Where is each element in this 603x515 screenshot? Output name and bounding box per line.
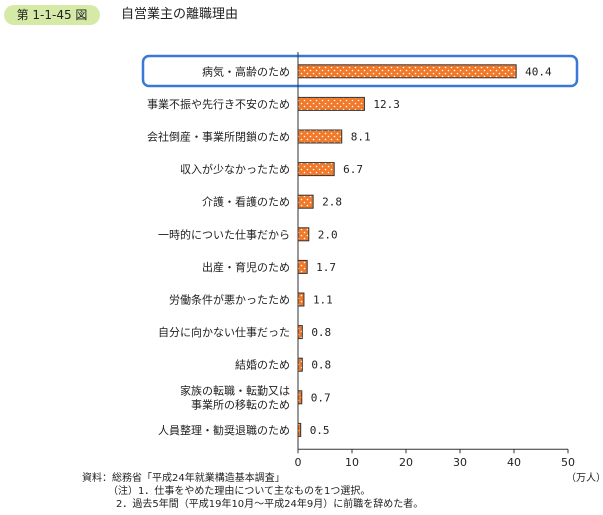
figure-title: 自営業主の離職理由 bbox=[121, 7, 239, 22]
x-tick-label: 10 bbox=[345, 456, 359, 469]
x-tick-label: 50 bbox=[561, 456, 575, 469]
value-label: 8.1 bbox=[351, 131, 371, 144]
x-tick-label: 30 bbox=[453, 456, 467, 469]
category-label: 会社倒産・事業所閉鎖のため bbox=[147, 130, 290, 144]
value-label: 12.3 bbox=[373, 98, 400, 111]
value-label: 1.7 bbox=[316, 261, 336, 274]
category-label: 家族の転職・転勤又は事業所の移転のため bbox=[180, 383, 290, 411]
unit-label: （万人） bbox=[566, 473, 603, 484]
bar bbox=[297, 390, 303, 405]
value-label: 0.8 bbox=[311, 326, 331, 339]
value-label: 2.0 bbox=[318, 228, 338, 241]
category-label: 収入が少なかったため bbox=[180, 162, 290, 176]
category-label: 労働条件が悪かったため bbox=[169, 293, 290, 307]
category-label: 結婚のため bbox=[235, 358, 290, 372]
value-label: 0.5 bbox=[310, 424, 330, 437]
category-label: 人員整理・勧奨退職のため bbox=[158, 423, 290, 437]
value-label: 1.1 bbox=[313, 294, 333, 307]
bar-chart: 病気・高齢のため 40.4 事業不振や先行き不安のため 12.3 会社倒産・事業所閉鎖の… bbox=[141, 52, 579, 469]
value-label: 0.7 bbox=[311, 391, 331, 404]
category-label: 病気・高齢のため bbox=[202, 64, 290, 78]
category-label: 一時的についた仕事だから bbox=[158, 227, 290, 241]
bar bbox=[297, 292, 305, 307]
source-note: 資料：総務省「平成24年就業構造基本調査」 bbox=[82, 473, 285, 484]
bar bbox=[297, 227, 310, 242]
value-label: 6.7 bbox=[343, 163, 363, 176]
value-label: 0.8 bbox=[311, 359, 331, 372]
value-label: 40.4 bbox=[525, 65, 552, 78]
bar bbox=[297, 129, 343, 144]
bar bbox=[297, 194, 314, 209]
note-2: 2．過去5年間（平成19年10月～平成24年9月）に前職を辞めた者。 bbox=[116, 499, 424, 510]
x-tick-label: 20 bbox=[399, 456, 413, 469]
value-label: 2.8 bbox=[322, 196, 342, 209]
figure-number-badge: 第 1-1-45 図 bbox=[4, 5, 100, 25]
bar bbox=[297, 357, 303, 372]
category-label: 自分に向かない仕事だった bbox=[158, 325, 290, 339]
note-1: （注）1．仕事をやめた理由について主なものを1つ選択。 bbox=[108, 486, 371, 497]
bar bbox=[297, 162, 335, 177]
category-label: 事業不振や先行き不安のため bbox=[147, 97, 290, 111]
category-label: 出産・育児のため bbox=[202, 260, 290, 274]
bar bbox=[297, 325, 303, 340]
x-tick-label: 0 bbox=[295, 456, 302, 469]
highlight-box bbox=[141, 54, 579, 88]
x-tick-label: 40 bbox=[507, 456, 521, 469]
notes: 資料：総務省「平成24年就業構造基本調査」 （注）1．仕事をやめた理由について主… bbox=[82, 472, 423, 511]
bar bbox=[297, 259, 308, 274]
category-label: 介護・看護のため bbox=[202, 195, 290, 209]
bar bbox=[297, 96, 365, 111]
bar bbox=[297, 64, 517, 79]
